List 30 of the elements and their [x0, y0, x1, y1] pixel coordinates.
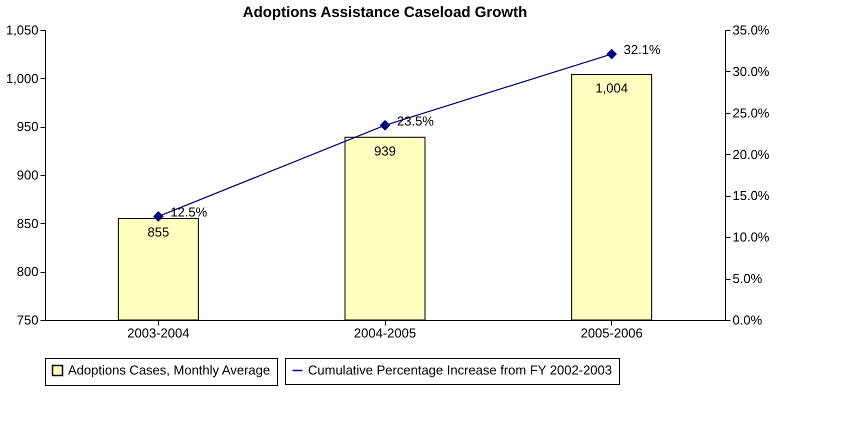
- data-label: 32.1%: [624, 42, 661, 58]
- point: [153, 212, 164, 222]
- chart-title: Adoptions Assistance Caseload Growth: [242, 4, 528, 21]
- y-tick-label: 800: [16, 264, 38, 280]
- y2-tick-label: 0.0%: [732, 312, 763, 328]
- x-tick-label: 2004-2005: [354, 326, 416, 340]
- y-tick-label: 1,000: [6, 70, 38, 86]
- x-tick-label: 2003-2004: [127, 326, 190, 340]
- point: [380, 120, 390, 130]
- y-tick-label: 1,050: [6, 22, 38, 38]
- y2-tick-label: 10.0%: [732, 230, 770, 245]
- y2-tick-label: 5.0%: [732, 271, 763, 286]
- y-tick-label: 750: [16, 312, 38, 328]
- y2-tick-label: 30.0%: [732, 64, 770, 79]
- point: [606, 49, 617, 59]
- y2-tick-label: 15.0%: [732, 188, 770, 204]
- legend-label: Adoptions Cases, Monthly Average: [68, 362, 270, 378]
- legend-label: Cumulative Percentage Increase from FY 2002-2003: [308, 362, 612, 378]
- y2-tick-label: 25.0%: [732, 105, 770, 120]
- y2-tick-label: 35.0%: [732, 22, 770, 38]
- y-tick-label: 950: [16, 119, 38, 134]
- y2-tick-label: 20.0%: [732, 146, 770, 162]
- data-label: 12.5%: [170, 204, 208, 220]
- data-label: 855: [147, 224, 170, 240]
- data-label: 23.5%: [397, 113, 434, 128]
- x-tick-label: 2005-2006: [580, 326, 643, 340]
- data-label: 1,004: [595, 80, 628, 96]
- data-label: 939: [374, 143, 396, 158]
- y-tick-label: 900: [16, 168, 38, 182]
- y-tick-label: 850: [16, 216, 38, 231]
